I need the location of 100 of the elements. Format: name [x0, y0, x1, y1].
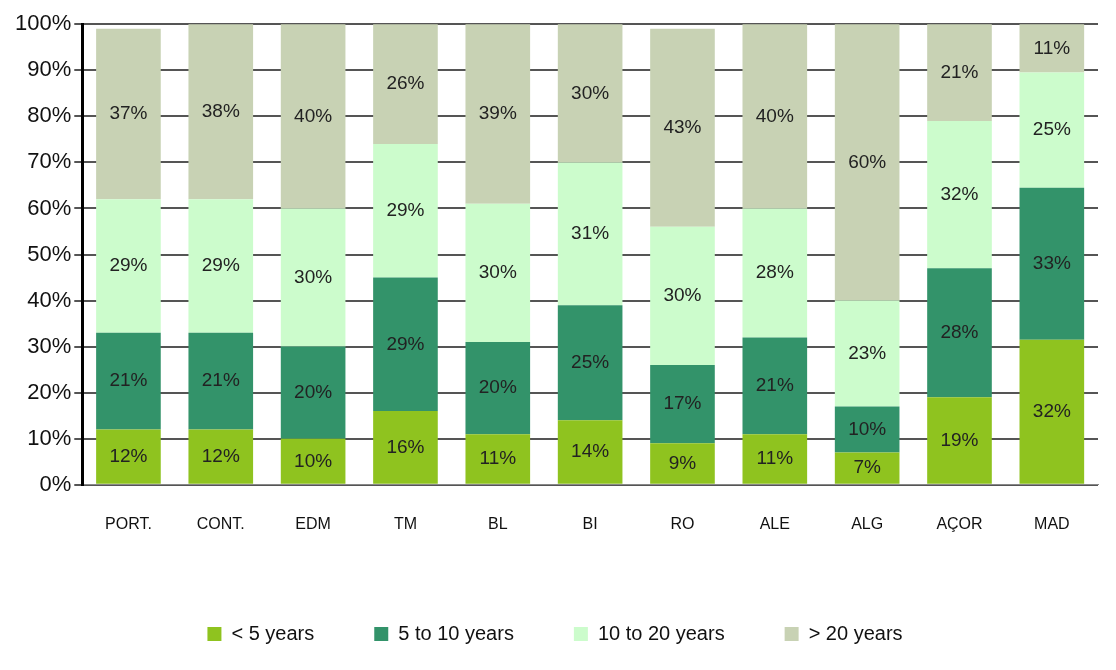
- x-tick-label: BL: [488, 514, 508, 532]
- data-label: 30%: [663, 284, 702, 306]
- data-label: 29%: [386, 332, 425, 354]
- y-tick-label: 80%: [27, 102, 72, 128]
- data-label: 28%: [940, 321, 979, 343]
- legend-label: 5 to 10 years: [398, 621, 514, 644]
- bar: [280, 346, 346, 439]
- data-label: 32%: [940, 182, 979, 204]
- data-label: 20%: [294, 380, 333, 402]
- bar: [465, 342, 531, 435]
- bar: [280, 438, 346, 484]
- bar: [834, 24, 900, 301]
- bar: [557, 24, 623, 163]
- bar: [1019, 187, 1085, 340]
- data-label: 38%: [201, 99, 240, 121]
- y-tick-label: 100%: [14, 10, 72, 36]
- x-tick-label: BI: [582, 514, 598, 532]
- bar: [834, 452, 900, 484]
- bar: [465, 434, 531, 484]
- data-label: 11%: [479, 447, 517, 469]
- y-tick-label: 50%: [27, 240, 72, 266]
- bar: [96, 28, 161, 200]
- data-label: 26%: [386, 72, 425, 94]
- data-label: 37%: [109, 102, 148, 124]
- bar: [96, 332, 161, 430]
- y-tick-label: 70%: [27, 148, 72, 174]
- data-label: 7%: [853, 456, 881, 478]
- data-label: 21%: [755, 374, 794, 396]
- bar: [557, 162, 623, 306]
- data-label: 32%: [1032, 399, 1071, 421]
- x-tick-label: CONT.: [196, 514, 245, 532]
- bar: [188, 429, 254, 484]
- x-tick-label: ALG: [851, 514, 884, 532]
- data-label: 9%: [668, 451, 697, 473]
- bar: [1019, 24, 1085, 73]
- data-label: 21%: [109, 369, 148, 391]
- bar: [373, 24, 438, 144]
- bar: [188, 24, 254, 200]
- data-label: 17%: [663, 392, 702, 414]
- bar: [96, 199, 161, 333]
- data-label: 25%: [571, 350, 610, 372]
- bar: [927, 268, 992, 398]
- bar: [927, 120, 992, 269]
- bar: [280, 208, 346, 347]
- data-label: 30%: [571, 81, 610, 103]
- data-label: 29%: [109, 254, 148, 276]
- data-label: 28%: [755, 261, 794, 283]
- bar: [373, 143, 438, 278]
- bar: [1019, 339, 1085, 484]
- bar: [188, 332, 254, 430]
- bar: [557, 305, 623, 421]
- y-tick-label: 30%: [27, 332, 72, 358]
- y-tick-label: 20%: [27, 378, 72, 404]
- y-tick-label: 0%: [39, 470, 72, 496]
- x-tick-label: RO: [670, 514, 695, 532]
- data-label: 40%: [294, 104, 333, 126]
- y-tick-label: 40%: [27, 286, 72, 312]
- y-tick-label: 60%: [27, 194, 72, 220]
- bar: [742, 24, 808, 209]
- bar: [927, 397, 992, 484]
- legend-label: < 5 years: [231, 621, 315, 644]
- bar: [742, 337, 808, 435]
- x-tick-label: MAD: [1034, 514, 1070, 532]
- bar: [557, 420, 623, 484]
- data-label: 23%: [848, 341, 887, 363]
- x-tick-label: AÇOR: [936, 514, 983, 532]
- bar: [742, 208, 808, 338]
- data-label: 10%: [294, 449, 333, 471]
- bar: [373, 277, 438, 412]
- legend-label: > 20 years: [808, 621, 903, 644]
- bar: [742, 434, 808, 484]
- data-label: 30%: [294, 265, 333, 287]
- data-label: 11%: [1033, 36, 1071, 58]
- data-label: 21%: [201, 369, 240, 391]
- data-label: 30%: [478, 261, 517, 283]
- data-label: 31%: [571, 222, 610, 244]
- bar: [373, 411, 438, 484]
- x-tick-label: ALE: [759, 514, 790, 532]
- data-label: 33%: [1032, 251, 1071, 273]
- bar: [927, 24, 992, 121]
- bar: [834, 406, 900, 453]
- bar: [650, 443, 715, 484]
- data-label: 21%: [940, 60, 979, 82]
- data-label: 39%: [478, 102, 517, 124]
- data-label: 43%: [663, 116, 702, 138]
- x-tick-label: PORT.: [105, 514, 152, 532]
- bar: [465, 203, 531, 343]
- data-label: 10%: [848, 417, 887, 439]
- data-label: 20%: [478, 376, 517, 398]
- x-tick-label: EDM: [295, 514, 331, 532]
- data-label: 12%: [109, 444, 148, 466]
- data-label: 19%: [940, 428, 979, 450]
- data-label: 40%: [755, 104, 794, 126]
- y-tick-label: 10%: [27, 424, 72, 450]
- bar: [834, 300, 900, 407]
- bar: [650, 226, 715, 366]
- data-label: 14%: [571, 440, 610, 462]
- data-label: 12%: [201, 444, 240, 466]
- data-label: 29%: [386, 198, 425, 220]
- x-tick-label: TM: [393, 514, 418, 532]
